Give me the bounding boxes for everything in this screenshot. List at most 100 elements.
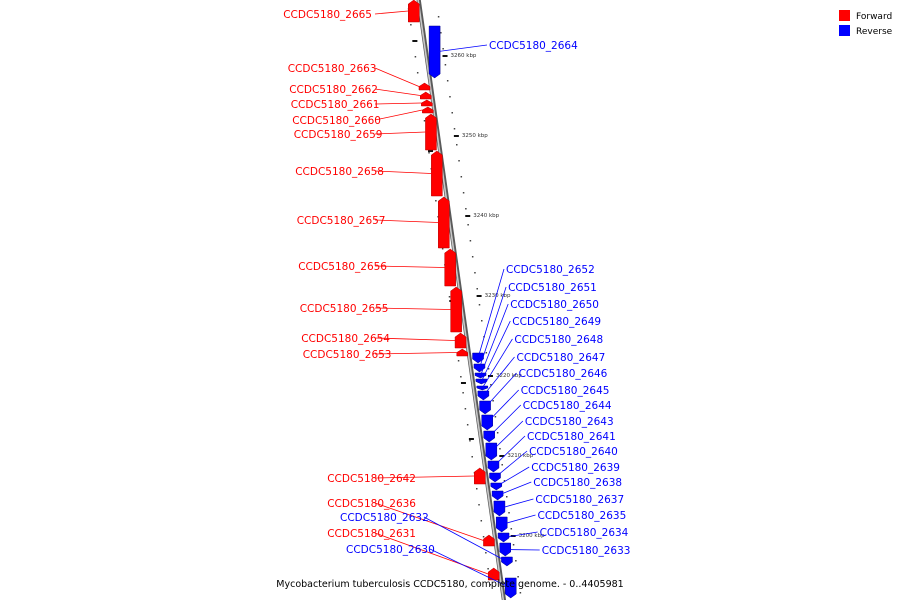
minor-tick-left xyxy=(462,392,464,394)
minor-tick-right xyxy=(512,544,515,546)
gene-label-CCDC5180_2658[interactable]: CCDC5180_2658 xyxy=(295,166,384,178)
minor-tick-left xyxy=(485,552,487,554)
gene-label-CCDC5180_2662[interactable]: CCDC5180_2662 xyxy=(289,84,378,96)
gene-label-CCDC5180_2634[interactable]: CCDC5180_2634 xyxy=(540,527,629,539)
minor-tick-right xyxy=(517,576,519,578)
leader-line-CCDC5180_2641 xyxy=(493,435,526,467)
gene-block-CCDC5180_2663[interactable] xyxy=(418,82,431,91)
gene-label-CCDC5180_2660[interactable]: CCDC5180_2660 xyxy=(292,115,381,127)
legend-forward-label: Forward xyxy=(856,12,892,22)
leader-line-CCDC5180_2646 xyxy=(484,372,517,408)
gene-label-CCDC5180_2643[interactable]: CCDC5180_2643 xyxy=(525,416,614,428)
leader-line-CCDC5180_2635 xyxy=(501,514,536,525)
legend: Forward Reverse xyxy=(839,10,893,37)
gene-block-CCDC5180_2657[interactable] xyxy=(438,196,450,249)
gene-label-CCDC5180_2663[interactable]: CCDC5180_2663 xyxy=(288,63,377,75)
minor-tick-right xyxy=(474,272,476,274)
gene-block-CCDC5180_2654[interactable] xyxy=(454,332,467,349)
gene-label-CCDC5180_2640[interactable]: CCDC5180_2640 xyxy=(529,446,618,458)
minor-tick-right xyxy=(465,208,467,210)
gene-label-CCDC5180_2656[interactable]: CCDC5180_2656 xyxy=(298,261,387,273)
gene-block-CCDC5180_2662[interactable] xyxy=(420,91,432,100)
major-tick-left xyxy=(428,150,434,152)
gene-label-CCDC5180_2641[interactable]: CCDC5180_2641 xyxy=(527,431,616,443)
leader-line-CCDC5180_2647 xyxy=(483,356,515,396)
minor-tick-right xyxy=(444,64,447,66)
gene-block-CCDC5180_2658[interactable] xyxy=(431,150,443,197)
gene-label-CCDC5180_2632[interactable]: CCDC5180_2632 xyxy=(340,512,429,524)
minor-tick-left xyxy=(410,24,412,26)
gene-label-CCDC5180_2631[interactable]: CCDC5180_2631 xyxy=(327,528,416,540)
gene-block-CCDC5180_2653[interactable] xyxy=(456,348,469,357)
minor-tick-right xyxy=(462,192,465,194)
gene-block-CCDC5180_2656[interactable] xyxy=(444,248,456,287)
tick-label: 3220 kbp xyxy=(496,373,522,379)
leader-line-CCDC5180_2630 xyxy=(429,548,511,589)
minor-tick-right xyxy=(519,592,522,594)
gene-label-CCDC5180_2650[interactable]: CCDC5180_2650 xyxy=(510,299,599,311)
minor-tick-left xyxy=(476,488,478,490)
major-tick xyxy=(465,215,471,217)
gene-label-CCDC5180_2644[interactable]: CCDC5180_2644 xyxy=(523,400,612,412)
gene-label-CCDC5180_2638[interactable]: CCDC5180_2638 xyxy=(533,477,622,489)
gene-block-CCDC5180_2631[interactable] xyxy=(487,567,500,581)
gene-block-CCDC5180_2642[interactable] xyxy=(474,467,486,485)
gene-label-CCDC5180_2630[interactable]: CCDC5180_2630 xyxy=(346,544,435,556)
leader-line-CCDC5180_2649 xyxy=(481,320,511,382)
gene-label-CCDC5180_2633[interactable]: CCDC5180_2633 xyxy=(542,545,631,557)
leader-line-CCDC5180_2648 xyxy=(481,338,513,389)
leader-line-CCDC5180_2631 xyxy=(374,532,489,575)
minor-tick-right xyxy=(501,464,503,466)
gene-label-CCDC5180_2639[interactable]: CCDC5180_2639 xyxy=(531,462,620,474)
major-tick xyxy=(499,455,505,457)
leader-line-CCDC5180_2662 xyxy=(374,88,421,96)
gene-label-CCDC5180_2661[interactable]: CCDC5180_2661 xyxy=(291,99,380,111)
gene-label-CCDC5180_2653[interactable]: CCDC5180_2653 xyxy=(303,349,392,361)
gene-block-CCDC5180_2661[interactable] xyxy=(421,99,433,107)
gene-label-CCDC5180_2652[interactable]: CCDC5180_2652 xyxy=(506,264,595,276)
gene-label-CCDC5180_2651[interactable]: CCDC5180_2651 xyxy=(508,282,597,294)
minor-tick-right xyxy=(496,432,499,434)
gene-label-CCDC5180_2648[interactable]: CCDC5180_2648 xyxy=(514,334,603,346)
gene-label-CCDC5180_2636[interactable]: CCDC5180_2636 xyxy=(327,498,416,510)
minor-tick-right xyxy=(449,96,451,98)
gene-label-CCDC5180_2635[interactable]: CCDC5180_2635 xyxy=(538,510,627,522)
minor-tick-right xyxy=(492,400,494,402)
gene-block-CCDC5180_2659[interactable] xyxy=(425,113,437,151)
gene-label-CCDC5180_2664[interactable]: CCDC5180_2664 xyxy=(489,40,578,52)
gene-label-CCDC5180_2665[interactable]: CCDC5180_2665 xyxy=(283,9,372,21)
minor-tick-left xyxy=(435,200,437,202)
minor-tick-right xyxy=(437,16,440,18)
legend-reverse-label: Reverse xyxy=(856,27,893,37)
tick-label: 3240 kbp xyxy=(473,213,499,219)
minor-tick-right xyxy=(446,80,449,82)
minor-tick-right xyxy=(440,32,442,34)
gene-block-CCDC5180_2665[interactable] xyxy=(408,0,420,23)
leader-line-CCDC5180_2654 xyxy=(374,337,456,341)
gene-label-CCDC5180_2654[interactable]: CCDC5180_2654 xyxy=(301,333,390,345)
minor-tick-left xyxy=(428,152,430,154)
gene-label-CCDC5180_2642[interactable]: CCDC5180_2642 xyxy=(327,473,416,485)
minor-tick-right xyxy=(510,528,513,530)
gene-block-CCDC5180_2655[interactable] xyxy=(450,286,462,333)
gene-block-CCDC5180_2636[interactable] xyxy=(483,534,495,547)
leader-line-CCDC5180_2637 xyxy=(499,498,534,509)
gene-label-CCDC5180_2649[interactable]: CCDC5180_2649 xyxy=(512,316,601,328)
gene-label-CCDC5180_2659[interactable]: CCDC5180_2659 xyxy=(294,129,383,141)
minor-tick-right xyxy=(508,512,510,514)
gene-label-CCDC5180_2655[interactable]: CCDC5180_2655 xyxy=(300,303,389,315)
leader-line-CCDC5180_2657 xyxy=(374,219,439,223)
leader-line-CCDC5180_2656 xyxy=(374,265,445,268)
leader-line-CCDC5180_2645 xyxy=(486,389,519,423)
gene-label-CCDC5180_2647[interactable]: CCDC5180_2647 xyxy=(517,352,606,364)
leader-line-CCDC5180_2665 xyxy=(374,10,409,15)
gene-label-CCDC5180_2645[interactable]: CCDC5180_2645 xyxy=(521,385,610,397)
gene-label-CCDC5180_2637[interactable]: CCDC5180_2637 xyxy=(535,494,624,506)
minor-tick-right xyxy=(467,224,469,226)
gene-block-CCDC5180_2660[interactable] xyxy=(422,106,434,114)
minor-tick-right xyxy=(478,304,481,306)
gene-label-CCDC5180_2657[interactable]: CCDC5180_2657 xyxy=(297,215,386,227)
leader-line-CCDC5180_2639 xyxy=(496,466,530,487)
gene-label-CCDC5180_2646[interactable]: CCDC5180_2646 xyxy=(519,368,608,380)
